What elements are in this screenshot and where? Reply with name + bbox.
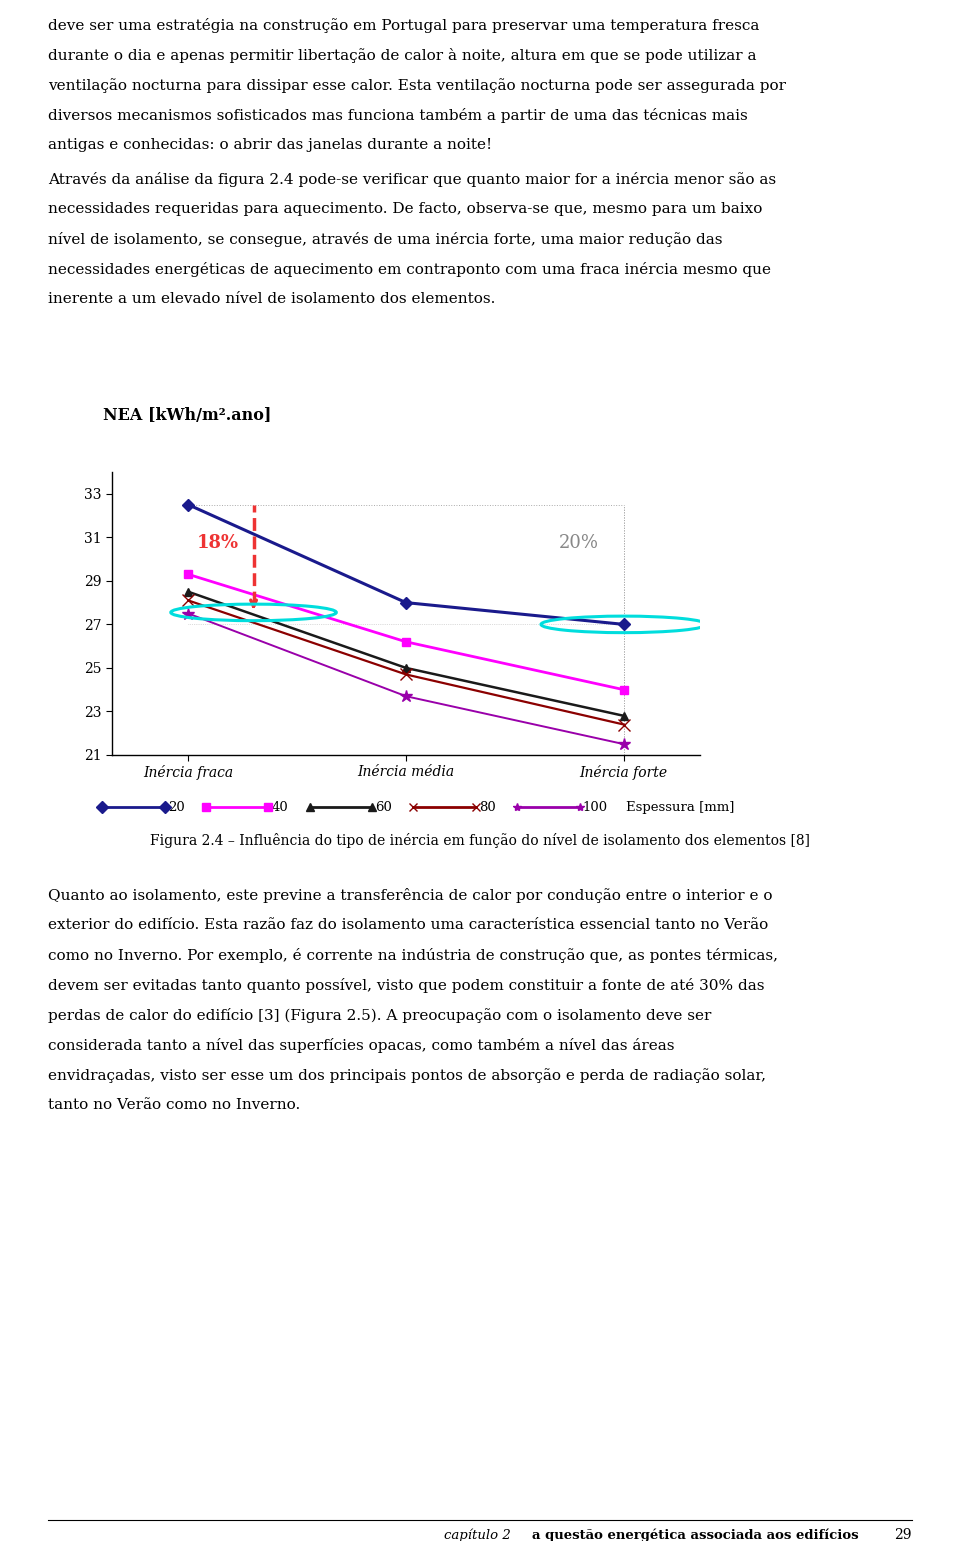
Text: diversos mecanismos sofisticados mas funciona também a partir de uma das técnica: diversos mecanismos sofisticados mas fun… xyxy=(48,108,748,123)
Text: 60: 60 xyxy=(375,801,392,814)
Text: deve ser uma estratégia na construção em Portugal para preservar uma temperatura: deve ser uma estratégia na construção em… xyxy=(48,18,759,32)
Text: necessidades energéticas de aquecimento em contraponto com uma fraca inércia mes: necessidades energéticas de aquecimento … xyxy=(48,262,771,277)
Text: envidraçadas, visto ser esse um dos principais pontos de absorção e perda de rad: envidraçadas, visto ser esse um dos prin… xyxy=(48,1068,766,1083)
Text: 100: 100 xyxy=(583,801,608,814)
Text: Figura 2.4 – Influência do tipo de inércia em função do nível de isolamento dos : Figura 2.4 – Influência do tipo de inérc… xyxy=(150,834,810,848)
Text: inerente a um elevado nível de isolamento dos elementos.: inerente a um elevado nível de isolament… xyxy=(48,291,495,307)
Text: exterior do edifício. Esta razão faz do isolamento uma característica essencial : exterior do edifício. Esta razão faz do … xyxy=(48,918,768,932)
Text: devem ser evitadas tanto quanto possível, visto que podem constituir a fonte de : devem ser evitadas tanto quanto possível… xyxy=(48,979,764,992)
Text: capítulo 2: capítulo 2 xyxy=(444,1529,516,1541)
Text: perdas de calor do edifício [3] (Figura 2.5). A preocupação com o isolamento dev: perdas de calor do edifício [3] (Figura … xyxy=(48,1008,711,1023)
Text: Quanto ao isolamento, este previne a transferência de calor por condução entre o: Quanto ao isolamento, este previne a tra… xyxy=(48,888,773,903)
Text: tanto no Verão como no Inverno.: tanto no Verão como no Inverno. xyxy=(48,1099,300,1113)
Text: necessidades requeridas para aquecimento. De facto, observa-se que, mesmo para u: necessidades requeridas para aquecimento… xyxy=(48,202,762,216)
Text: 18%: 18% xyxy=(197,535,239,552)
Text: 80: 80 xyxy=(479,801,495,814)
Text: ventilação nocturna para dissipar esse calor. Esta ventilação nocturna pode ser : ventilação nocturna para dissipar esse c… xyxy=(48,79,786,92)
Text: considerada tanto a nível das superfícies opacas, como também a nível das áreas: considerada tanto a nível das superfície… xyxy=(48,1039,675,1053)
Text: 20%: 20% xyxy=(559,535,598,552)
Text: 40: 40 xyxy=(272,801,288,814)
Text: antigas e conhecidas: o abrir das janelas durante a noite!: antigas e conhecidas: o abrir das janela… xyxy=(48,139,492,153)
Text: durante o dia e apenas permitir libertação de calor à noite, altura em que se po: durante o dia e apenas permitir libertaç… xyxy=(48,48,756,63)
Text: nível de isolamento, se consegue, através de uma inércia forte, uma maior reduçã: nível de isolamento, se consegue, atravé… xyxy=(48,233,723,247)
Text: 29: 29 xyxy=(895,1529,912,1541)
Text: como no Inverno. Por exemplo, é corrente na indústria de construção que, as pont: como no Inverno. Por exemplo, é corrente… xyxy=(48,948,778,963)
Text: Espessura [mm]: Espessura [mm] xyxy=(626,801,734,814)
Text: a questão energética associada aos edifícios: a questão energética associada aos edifí… xyxy=(532,1529,858,1541)
Text: Através da análise da figura 2.4 pode-se verificar que quanto maior for a inérci: Através da análise da figura 2.4 pode-se… xyxy=(48,173,776,186)
Text: 20: 20 xyxy=(168,801,184,814)
Text: NEA [kWh/m².ano]: NEA [kWh/m².ano] xyxy=(103,407,272,424)
